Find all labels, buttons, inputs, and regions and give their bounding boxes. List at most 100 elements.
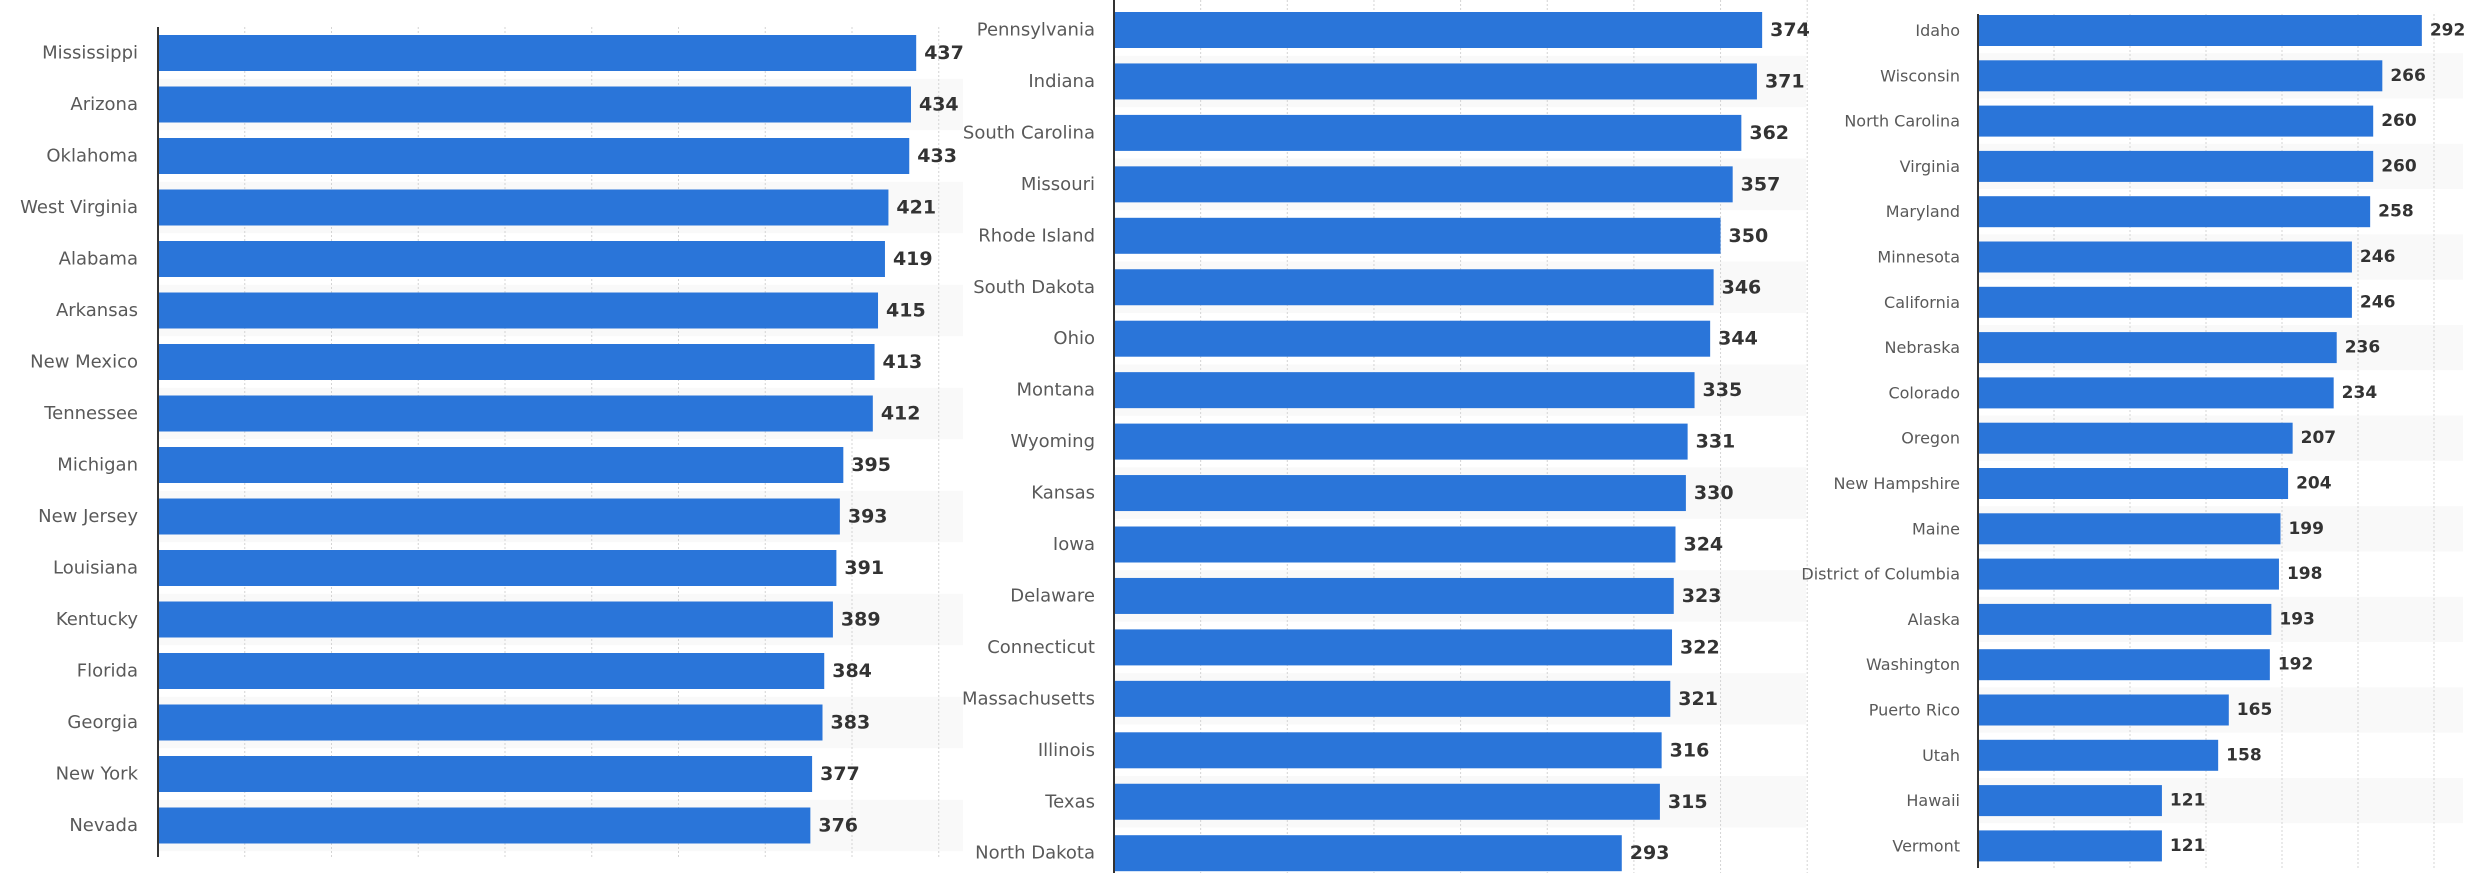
bar[interactable] bbox=[1978, 60, 2383, 92]
data-label: 419 bbox=[893, 248, 933, 270]
bar[interactable] bbox=[1978, 603, 2272, 635]
category-label: Arkansas bbox=[56, 300, 138, 321]
data-label: 344 bbox=[1718, 328, 1758, 350]
data-label: 246 bbox=[2360, 292, 2396, 312]
category-label: Virginia bbox=[1900, 157, 1960, 176]
bar[interactable] bbox=[158, 241, 885, 277]
bar[interactable] bbox=[1114, 166, 1733, 203]
bar[interactable] bbox=[1978, 830, 2162, 862]
category-label: Delaware bbox=[1010, 585, 1095, 606]
bar[interactable] bbox=[1114, 269, 1714, 306]
bar[interactable] bbox=[1114, 63, 1757, 100]
bar[interactable] bbox=[1978, 241, 2352, 273]
data-label: 433 bbox=[917, 145, 957, 167]
category-label: Texas bbox=[1044, 791, 1095, 812]
category-label: Wisconsin bbox=[1880, 66, 1960, 85]
bar[interactable] bbox=[1978, 196, 2371, 228]
bar[interactable] bbox=[1114, 320, 1711, 357]
bar[interactable] bbox=[158, 601, 833, 638]
bar[interactable] bbox=[158, 807, 811, 844]
category-label: Illinois bbox=[1038, 740, 1095, 761]
bar[interactable] bbox=[1114, 732, 1662, 769]
category-label: South Dakota bbox=[973, 277, 1095, 298]
bar[interactable] bbox=[158, 498, 840, 535]
category-label: Ohio bbox=[1053, 328, 1095, 349]
bar[interactable] bbox=[158, 292, 879, 329]
category-label: Puerto Rico bbox=[1869, 701, 1960, 720]
data-label: 383 bbox=[831, 712, 871, 734]
bar[interactable] bbox=[1978, 15, 2422, 46]
category-label: Alaska bbox=[1908, 610, 1960, 629]
data-label: 234 bbox=[2342, 383, 2378, 403]
bar[interactable] bbox=[1114, 12, 1763, 48]
category-label: Utah bbox=[1922, 746, 1960, 765]
bar[interactable] bbox=[158, 189, 889, 226]
bar[interactable] bbox=[158, 756, 813, 792]
bar[interactable] bbox=[1114, 423, 1688, 460]
data-label: 376 bbox=[818, 815, 858, 837]
bar[interactable] bbox=[1114, 680, 1671, 717]
bar[interactable] bbox=[158, 704, 823, 741]
bar[interactable] bbox=[158, 35, 917, 71]
bar[interactable] bbox=[158, 138, 910, 174]
bar[interactable] bbox=[1114, 629, 1673, 666]
category-label: Maine bbox=[1912, 519, 1960, 538]
bar[interactable] bbox=[158, 344, 875, 380]
bar[interactable] bbox=[1114, 217, 1721, 254]
category-label: Florida bbox=[77, 661, 138, 682]
data-label: 331 bbox=[1696, 431, 1736, 453]
data-label: 321 bbox=[1678, 688, 1718, 710]
data-label: 322 bbox=[1680, 636, 1720, 658]
bar[interactable] bbox=[1114, 475, 1686, 512]
bar[interactable] bbox=[158, 550, 837, 586]
bar[interactable] bbox=[1114, 835, 1622, 872]
bar[interactable] bbox=[158, 653, 825, 689]
category-label: Nebraska bbox=[1885, 338, 1960, 357]
category-label: Alabama bbox=[59, 249, 138, 270]
bar[interactable] bbox=[1978, 332, 2337, 364]
bar[interactable] bbox=[1114, 526, 1676, 563]
bar[interactable] bbox=[158, 447, 844, 483]
bar[interactable] bbox=[1978, 694, 2229, 726]
category-label: Kentucky bbox=[56, 609, 139, 630]
category-label: Arizona bbox=[70, 94, 138, 115]
data-label: 316 bbox=[1670, 739, 1710, 761]
bar[interactable] bbox=[1978, 513, 2281, 545]
data-label: 415 bbox=[886, 300, 926, 322]
category-label: North Dakota bbox=[975, 843, 1095, 864]
bar[interactable] bbox=[1114, 114, 1742, 151]
data-label: 377 bbox=[820, 763, 860, 785]
bar[interactable] bbox=[1978, 377, 2334, 409]
bar[interactable] bbox=[1978, 785, 2162, 817]
data-label: 393 bbox=[848, 506, 888, 528]
bar[interactable] bbox=[1978, 422, 2293, 454]
bar[interactable] bbox=[1978, 286, 2352, 318]
bar[interactable] bbox=[1978, 468, 2289, 499]
chart-panel-3: Idaho 292 Wisconsin 266 North Carolina 260 Vir… bbox=[1801, 14, 2465, 868]
bar[interactable] bbox=[1978, 739, 2219, 771]
bar[interactable] bbox=[158, 86, 911, 123]
category-label: Oregon bbox=[1901, 429, 1960, 448]
category-label: Montana bbox=[1017, 380, 1095, 401]
category-label: Pennsylvania bbox=[977, 20, 1095, 41]
category-label: New Hampshire bbox=[1833, 474, 1960, 493]
category-label: Louisiana bbox=[53, 558, 138, 579]
bar[interactable] bbox=[1978, 649, 2270, 681]
category-label: New Mexico bbox=[30, 352, 138, 373]
data-label: 266 bbox=[2390, 66, 2426, 86]
category-label: Massachusetts bbox=[962, 688, 1095, 709]
bar[interactable] bbox=[1114, 577, 1674, 614]
bar[interactable] bbox=[1978, 558, 2279, 590]
bar[interactable] bbox=[158, 395, 873, 432]
bar[interactable] bbox=[1114, 372, 1695, 409]
bar[interactable] bbox=[1978, 150, 2374, 182]
data-label: 165 bbox=[2237, 700, 2273, 720]
category-label: Hawaii bbox=[1906, 791, 1960, 810]
category-label: Mississippi bbox=[42, 43, 138, 64]
category-label: Nevada bbox=[69, 815, 138, 836]
bar[interactable] bbox=[1114, 783, 1660, 820]
category-label: Tennessee bbox=[43, 403, 138, 424]
category-label: Georgia bbox=[67, 712, 138, 733]
bar[interactable] bbox=[1978, 105, 2374, 137]
